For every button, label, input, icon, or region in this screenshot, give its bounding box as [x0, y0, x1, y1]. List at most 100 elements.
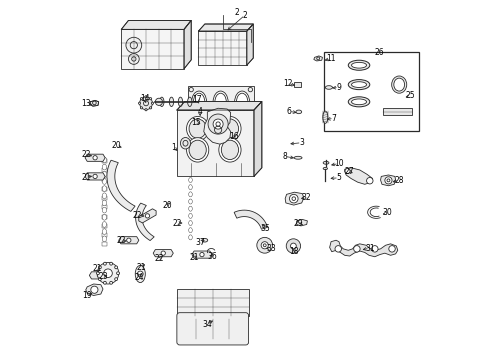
Polygon shape: [330, 240, 398, 257]
Ellipse shape: [219, 138, 241, 162]
Text: 10: 10: [334, 159, 344, 168]
Ellipse shape: [296, 110, 302, 114]
Bar: [101, 159, 107, 163]
Ellipse shape: [189, 192, 192, 197]
Circle shape: [115, 278, 118, 280]
Circle shape: [103, 262, 106, 265]
Bar: [177, 110, 254, 176]
Circle shape: [91, 286, 98, 293]
Text: 5: 5: [337, 174, 342, 183]
Text: 34: 34: [202, 320, 212, 329]
Circle shape: [98, 266, 101, 269]
Ellipse shape: [189, 213, 192, 219]
Bar: [324, 51, 418, 131]
Circle shape: [126, 238, 131, 242]
Text: 6: 6: [286, 107, 291, 116]
Ellipse shape: [351, 82, 367, 87]
Ellipse shape: [102, 193, 107, 199]
Bar: [101, 233, 107, 237]
Text: 30: 30: [382, 208, 392, 217]
Circle shape: [291, 243, 296, 249]
Ellipse shape: [189, 119, 206, 138]
Ellipse shape: [189, 228, 192, 233]
Text: 2: 2: [235, 8, 240, 17]
Ellipse shape: [202, 238, 208, 242]
Text: 32: 32: [301, 193, 311, 202]
Circle shape: [146, 214, 149, 218]
Text: 22: 22: [133, 211, 142, 220]
Circle shape: [140, 98, 143, 100]
Bar: [188, 86, 254, 118]
Polygon shape: [344, 168, 373, 184]
Text: 29: 29: [293, 219, 303, 228]
Text: 25: 25: [405, 91, 415, 100]
Ellipse shape: [102, 222, 107, 227]
Ellipse shape: [323, 167, 327, 170]
Circle shape: [126, 37, 142, 53]
Text: 22: 22: [116, 236, 125, 245]
Polygon shape: [86, 284, 103, 296]
Ellipse shape: [170, 97, 173, 107]
Text: 9: 9: [337, 83, 342, 92]
Text: 3: 3: [299, 138, 304, 147]
Circle shape: [97, 273, 101, 278]
Text: 35: 35: [260, 224, 270, 233]
Circle shape: [145, 109, 147, 111]
Bar: [101, 187, 107, 191]
Circle shape: [385, 177, 392, 184]
Text: 33: 33: [266, 244, 276, 253]
Bar: [101, 224, 107, 228]
Circle shape: [110, 282, 113, 284]
Ellipse shape: [219, 116, 241, 141]
Text: 27: 27: [344, 167, 354, 176]
Polygon shape: [90, 100, 98, 106]
Circle shape: [140, 107, 143, 109]
Circle shape: [140, 97, 152, 110]
Text: 22: 22: [155, 255, 165, 264]
Ellipse shape: [102, 207, 107, 213]
Polygon shape: [177, 102, 262, 110]
Circle shape: [104, 269, 112, 278]
Polygon shape: [254, 102, 262, 176]
Circle shape: [354, 246, 360, 252]
Circle shape: [200, 252, 204, 257]
Circle shape: [149, 98, 152, 100]
Text: 15: 15: [192, 118, 201, 127]
Circle shape: [128, 54, 139, 64]
Ellipse shape: [135, 265, 146, 283]
Polygon shape: [139, 209, 156, 223]
Text: 7: 7: [332, 114, 336, 123]
Polygon shape: [198, 24, 253, 31]
Bar: [198, 31, 247, 65]
Circle shape: [149, 107, 152, 109]
Circle shape: [97, 262, 119, 284]
Bar: [101, 242, 107, 246]
Ellipse shape: [160, 97, 164, 107]
Circle shape: [93, 174, 97, 179]
Circle shape: [335, 246, 342, 252]
Ellipse shape: [189, 199, 192, 204]
Ellipse shape: [102, 179, 107, 184]
Polygon shape: [184, 21, 191, 69]
Bar: [101, 215, 107, 219]
Polygon shape: [85, 173, 105, 180]
Ellipse shape: [102, 229, 107, 234]
Ellipse shape: [221, 119, 239, 138]
Bar: [101, 196, 107, 200]
Circle shape: [139, 102, 141, 104]
Text: 13: 13: [82, 99, 91, 108]
Text: 21: 21: [136, 263, 146, 272]
Circle shape: [208, 114, 228, 134]
Ellipse shape: [102, 215, 107, 220]
Circle shape: [261, 242, 269, 249]
Ellipse shape: [348, 97, 370, 107]
Ellipse shape: [351, 62, 367, 68]
Polygon shape: [119, 237, 139, 244]
Bar: [177, 289, 248, 316]
Circle shape: [286, 239, 300, 253]
Circle shape: [389, 246, 395, 252]
Ellipse shape: [187, 138, 209, 162]
Bar: [101, 206, 107, 210]
Ellipse shape: [102, 171, 107, 177]
Text: 21: 21: [93, 265, 102, 274]
